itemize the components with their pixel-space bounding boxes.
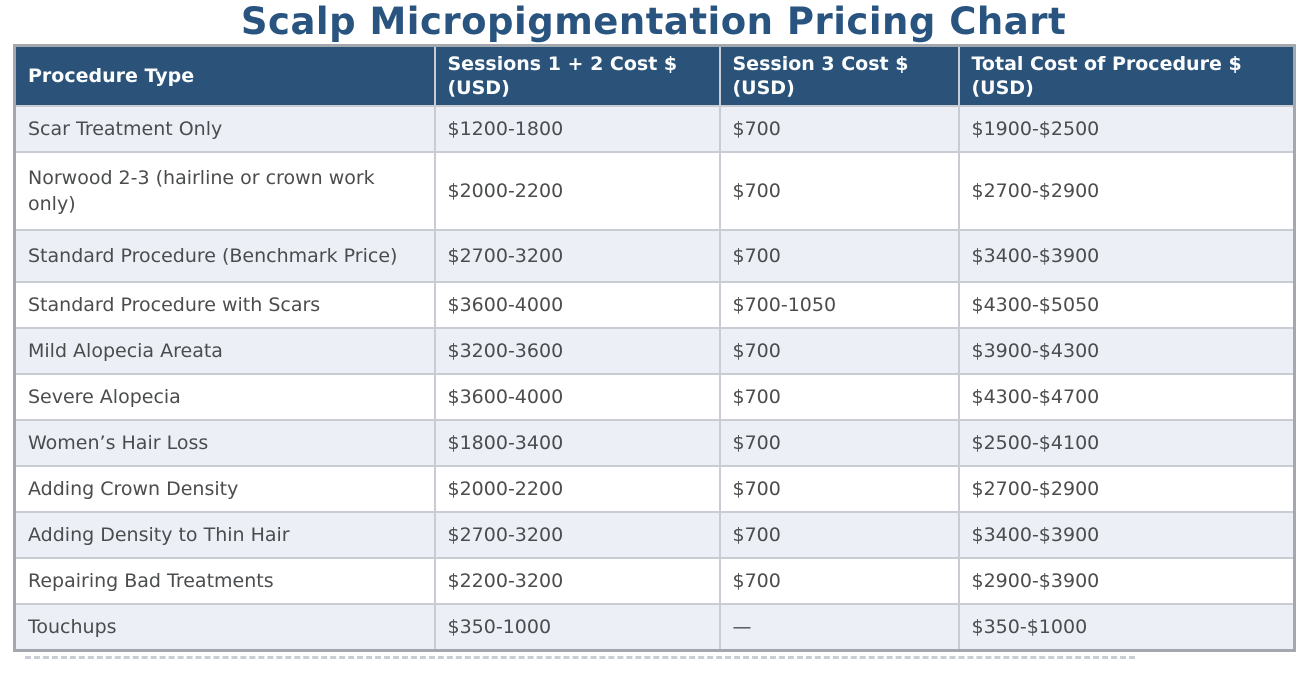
- cell-total-cost: $2500-$4100: [957, 419, 1296, 467]
- cell-total-cost: $1900-$2500: [957, 105, 1296, 153]
- cell-procedure-type: Severe Alopecia: [13, 373, 436, 421]
- cell-session-3-cost: $700: [718, 557, 960, 605]
- cell-total-cost: $350-$1000: [957, 603, 1296, 652]
- cell-sessions-1-2-cost: $3200-3600: [433, 327, 721, 375]
- table-row: Adding Crown Density $2000-2200 $700 $27…: [13, 465, 1296, 513]
- cell-procedure-type: Norwood 2-3 (hairline or crown work only…: [13, 151, 436, 231]
- table-row: Repairing Bad Treatments $2200-3200 $700…: [13, 557, 1296, 605]
- cell-session-3-cost: $700: [718, 151, 960, 231]
- cell-session-3-cost: $700-1050: [718, 281, 960, 329]
- cell-procedure-type: Adding Crown Density: [13, 465, 436, 513]
- cell-procedure-type: Mild Alopecia Areata: [13, 327, 436, 375]
- pricing-page: Scalp Micropigmentation Pricing Chart Pr…: [13, 0, 1296, 659]
- cell-procedure-type: Adding Density to Thin Hair: [13, 511, 436, 559]
- cell-session-3-cost: —: [718, 603, 960, 652]
- bottom-dashed-divider: [25, 656, 1135, 659]
- cell-session-3-cost: $700: [718, 327, 960, 375]
- cell-sessions-1-2-cost: $2200-3200: [433, 557, 721, 605]
- pricing-table: Procedure Type Sessions 1 + 2 Cost $ (US…: [13, 44, 1296, 652]
- cell-sessions-1-2-cost: $2000-2200: [433, 465, 721, 513]
- cell-session-3-cost: $700: [718, 419, 960, 467]
- cell-sessions-1-2-cost: $350-1000: [433, 603, 721, 652]
- cell-session-3-cost: $700: [718, 229, 960, 283]
- table-row: Severe Alopecia $3600-4000 $700 $4300-$4…: [13, 373, 1296, 421]
- cell-procedure-type: Touchups: [13, 603, 436, 652]
- cell-procedure-type: Scar Treatment Only: [13, 105, 436, 153]
- table-row: Standard Procedure with Scars $3600-4000…: [13, 281, 1296, 329]
- table-row: Adding Density to Thin Hair $2700-3200 $…: [13, 511, 1296, 559]
- cell-sessions-1-2-cost: $2700-3200: [433, 511, 721, 559]
- cell-session-3-cost: $700: [718, 511, 960, 559]
- column-header-session-3-cost: Session 3 Cost $ (USD): [718, 44, 960, 107]
- cell-total-cost: $2700-$2900: [957, 151, 1296, 231]
- cell-procedure-type: Repairing Bad Treatments: [13, 557, 436, 605]
- cell-total-cost: $2700-$2900: [957, 465, 1296, 513]
- cell-sessions-1-2-cost: $3600-4000: [433, 373, 721, 421]
- cell-session-3-cost: $700: [718, 105, 960, 153]
- column-header-sessions-1-2-cost: Sessions 1 + 2 Cost $ (USD): [433, 44, 721, 107]
- cell-procedure-type: Standard Procedure with Scars: [13, 281, 436, 329]
- cell-sessions-1-2-cost: $1200-1800: [433, 105, 721, 153]
- column-header-total-cost: Total Cost of Procedure $ (USD): [957, 44, 1296, 107]
- cell-sessions-1-2-cost: $2700-3200: [433, 229, 721, 283]
- table-row: Standard Procedure (Benchmark Price) $27…: [13, 229, 1296, 283]
- cell-sessions-1-2-cost: $3600-4000: [433, 281, 721, 329]
- cell-total-cost: $2900-$3900: [957, 557, 1296, 605]
- cell-sessions-1-2-cost: $1800-3400: [433, 419, 721, 467]
- table-row: Mild Alopecia Areata $3200-3600 $700 $39…: [13, 327, 1296, 375]
- cell-total-cost: $4300-$5050: [957, 281, 1296, 329]
- cell-session-3-cost: $700: [718, 373, 960, 421]
- cell-total-cost: $3400-$3900: [957, 511, 1296, 559]
- table-row: Women’s Hair Loss $1800-3400 $700 $2500-…: [13, 419, 1296, 467]
- table-header-row: Procedure Type Sessions 1 + 2 Cost $ (US…: [13, 44, 1296, 107]
- cell-procedure-type: Women’s Hair Loss: [13, 419, 436, 467]
- table-row: Scar Treatment Only $1200-1800 $700 $190…: [13, 105, 1296, 153]
- cell-sessions-1-2-cost: $2000-2200: [433, 151, 721, 231]
- cell-session-3-cost: $700: [718, 465, 960, 513]
- table-row: Norwood 2-3 (hairline or crown work only…: [13, 151, 1296, 231]
- table-row: Touchups $350-1000 — $350-$1000: [13, 603, 1296, 652]
- page-title: Scalp Micropigmentation Pricing Chart: [240, 0, 1067, 43]
- column-header-procedure-type: Procedure Type: [13, 44, 436, 107]
- cell-total-cost: $3900-$4300: [957, 327, 1296, 375]
- cell-total-cost: $4300-$4700: [957, 373, 1296, 421]
- cell-procedure-type: Standard Procedure (Benchmark Price): [13, 229, 436, 283]
- cell-total-cost: $3400-$3900: [957, 229, 1296, 283]
